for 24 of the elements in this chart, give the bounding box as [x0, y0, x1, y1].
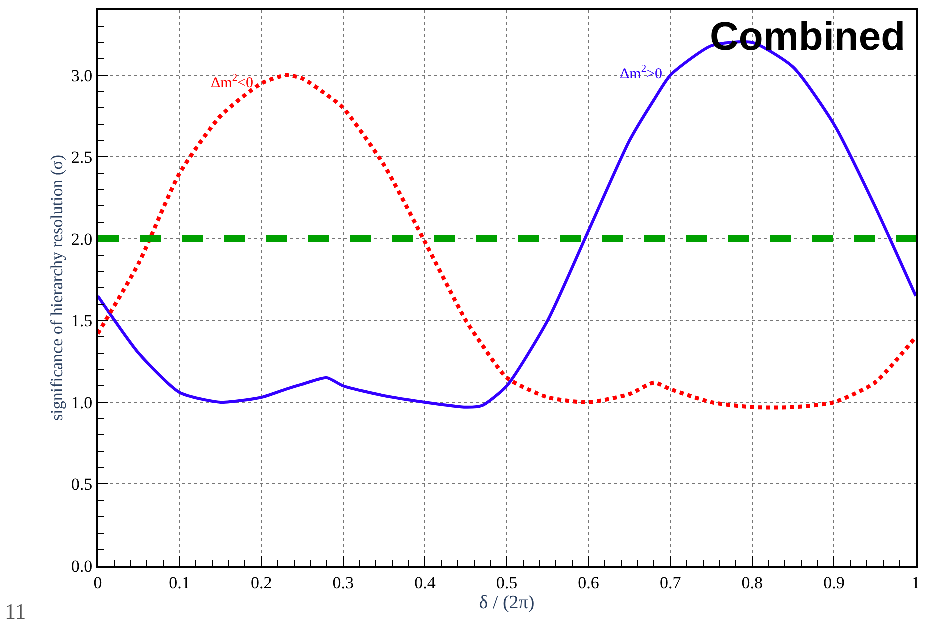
- annotation: Combined: [710, 15, 906, 59]
- y-tick-label: 2.5: [71, 148, 93, 168]
- x-tick-label: 0.8: [742, 573, 764, 592]
- y-axis-title: significance of hierarchy resolution (σ): [47, 155, 66, 421]
- text: 11: [5, 599, 26, 622]
- x-tick-label: 0.7: [660, 573, 682, 592]
- y-tick-label: 2.0: [71, 230, 93, 249]
- y-tick-label: 0.0: [71, 556, 93, 576]
- x-tick-label: 0.4: [414, 573, 436, 592]
- x-tick-label: 0.3: [332, 573, 354, 592]
- x-axis-title: δ / (2π): [479, 592, 535, 614]
- series-label: Δm$^{2}$<0: [211, 73, 254, 92]
- series-label: Δm$^{2}$>0: [620, 64, 663, 82]
- y-tick-label: 1.5: [71, 312, 93, 331]
- x-tick-label: 0: [94, 573, 102, 592]
- x-tick-label: 0.6: [578, 573, 600, 592]
- x-tick-label: 0.9: [824, 573, 845, 592]
- y-tick-label: 0.5: [71, 475, 93, 494]
- y-tick-label: 1.0: [71, 393, 93, 412]
- x-tick-label: 0.2: [250, 573, 272, 592]
- x-tick-label: 1: [912, 573, 920, 592]
- x-tick-label: 0.1: [169, 573, 190, 592]
- y-tick-label: 3.0: [71, 66, 93, 86]
- x-tick-label: 0.5: [496, 573, 518, 592]
